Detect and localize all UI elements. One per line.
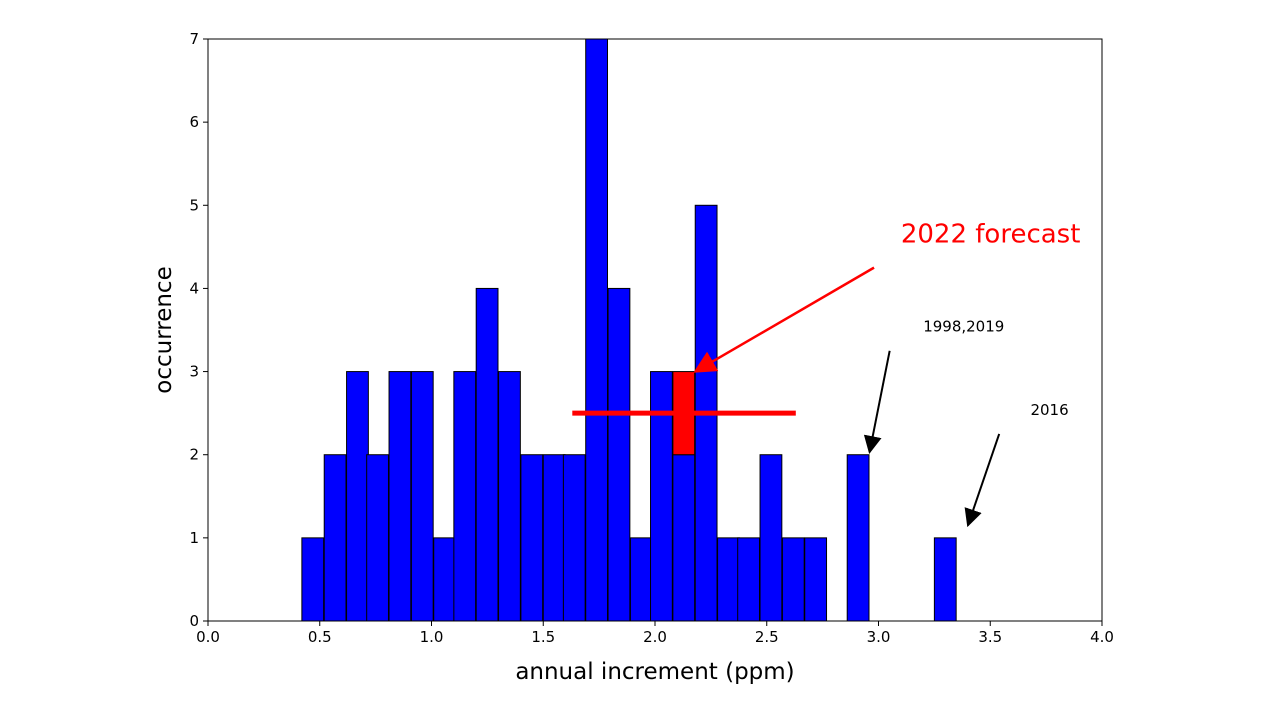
histogram-bar bbox=[585, 38, 609, 622]
histogram-bar bbox=[323, 454, 347, 622]
histogram-bar bbox=[804, 537, 828, 622]
x-tick-label: 4.0 bbox=[1090, 628, 1114, 646]
x-axis-label: annual increment (ppm) bbox=[515, 659, 794, 685]
histogram-bar bbox=[759, 454, 783, 622]
histogram-bar bbox=[453, 371, 477, 622]
histogram-bar bbox=[301, 537, 325, 622]
histogram-bar bbox=[933, 537, 957, 622]
annotation-label: 2016 bbox=[1030, 401, 1068, 419]
annotation-label: 1998,2019 bbox=[923, 318, 1004, 336]
y-tick-label: 0 bbox=[189, 612, 199, 630]
y-tick-label: 1 bbox=[189, 529, 199, 547]
histogram-bar bbox=[781, 537, 805, 622]
x-tick-label: 0.5 bbox=[308, 628, 332, 646]
histogram-bar bbox=[607, 287, 631, 622]
bars-layer bbox=[301, 38, 957, 622]
histogram-bar bbox=[410, 371, 434, 622]
y-tick-label: 6 bbox=[189, 113, 199, 131]
x-tick-label: 1.0 bbox=[420, 628, 444, 646]
annotation-arrow bbox=[693, 266, 875, 373]
annotation-label: 2022 forecast bbox=[901, 220, 1081, 250]
histogram-bar bbox=[717, 537, 740, 622]
y-tick-label: 7 bbox=[189, 30, 199, 48]
annotation-arrow bbox=[863, 350, 891, 454]
histogram-bar bbox=[388, 371, 412, 622]
histogram-bar bbox=[650, 371, 673, 622]
histogram-bar bbox=[520, 454, 544, 622]
histogram-bar bbox=[433, 537, 457, 622]
histogram-bar bbox=[475, 287, 499, 622]
x-tick-label: 2.0 bbox=[643, 628, 667, 646]
histogram-bar bbox=[366, 454, 389, 622]
annotation-layer: 2022 forecast 1998,2019 2016 bbox=[693, 220, 1081, 528]
y-tick-label: 4 bbox=[189, 279, 199, 297]
x-tick-label: 2.5 bbox=[755, 628, 779, 646]
y-axis-label: occurrence bbox=[151, 266, 177, 393]
y-tick-label: 3 bbox=[189, 363, 199, 381]
x-tick-label: 3.0 bbox=[867, 628, 891, 646]
ticks-layer: 0.0 0.5 1.0 1.5 2.0 2.5 3.0 3.5 4.0 0 1 2 3 4 5 6 7 bbox=[189, 30, 1113, 646]
histogram-bar bbox=[498, 371, 521, 622]
y-tick-label: 2 bbox=[189, 446, 199, 464]
histogram-bar bbox=[542, 454, 566, 622]
histogram-bar bbox=[346, 371, 369, 622]
histogram-bar bbox=[629, 537, 653, 622]
y-tick-label: 5 bbox=[189, 196, 199, 214]
histogram-bar bbox=[562, 454, 586, 622]
histogram-bar bbox=[672, 454, 696, 622]
x-tick-label: 3.5 bbox=[978, 628, 1002, 646]
x-tick-label: 1.5 bbox=[531, 628, 555, 646]
x-tick-label: 0.0 bbox=[196, 628, 220, 646]
annotation-arrow bbox=[964, 433, 1001, 528]
histogram-bar bbox=[846, 454, 870, 622]
forecast-layer bbox=[572, 371, 796, 456]
histogram-bar bbox=[737, 537, 760, 622]
